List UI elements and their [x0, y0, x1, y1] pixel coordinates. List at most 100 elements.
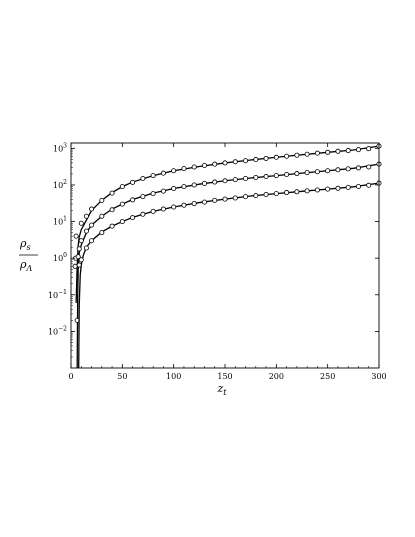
data-point [150, 173, 156, 179]
data-point [191, 182, 197, 188]
data-point [160, 170, 166, 176]
data-point [294, 189, 300, 195]
data-point [75, 254, 81, 260]
y-tick-label: 101 [53, 216, 67, 227]
data-point [263, 174, 269, 180]
data-point [294, 171, 300, 177]
axis-labels: zt ρs ρΛ [19, 237, 227, 397]
data-point [140, 211, 146, 217]
data-point [130, 197, 136, 203]
data-point [171, 186, 177, 192]
axes: 0 50 100 150 200 250 300 103 102 101 100 10−1 10−2 [48, 142, 387, 381]
series-line-2 [76, 163, 380, 369]
data-point [273, 173, 279, 179]
data-point [263, 155, 269, 161]
data-point [335, 148, 341, 154]
data-point [222, 160, 228, 166]
plot-area [72, 143, 382, 369]
series-line-3 [78, 182, 380, 369]
data-point [109, 223, 115, 229]
x-tick-label: 250 [320, 372, 335, 381]
x-tick-label: 200 [269, 372, 284, 381]
data-point [253, 193, 259, 199]
data-point [232, 195, 238, 201]
data-point [72, 263, 78, 269]
data-point [76, 246, 82, 252]
data-point [130, 215, 136, 221]
data-point [304, 151, 310, 157]
data-point [89, 238, 95, 244]
data-point [140, 194, 146, 200]
x-tick-label: 150 [217, 372, 232, 381]
y-axis-label-denominator: ρΛ [19, 258, 32, 273]
data-point [160, 206, 166, 212]
data-point [222, 178, 228, 184]
data-point [109, 207, 115, 213]
data-point [345, 148, 351, 154]
data-point [212, 179, 218, 185]
data-point [171, 204, 177, 210]
data-point [366, 182, 372, 188]
data-point [232, 177, 238, 183]
plot-frame [70, 142, 380, 369]
data-point [181, 202, 187, 208]
y-tick-label: 100 [53, 252, 67, 263]
data-point [314, 150, 320, 156]
data-point [171, 168, 177, 174]
data-point [212, 161, 218, 167]
data-point [222, 196, 228, 202]
data-point [304, 170, 310, 176]
data-point [83, 213, 89, 219]
x-tick-label: 0 [68, 372, 73, 381]
data-point [78, 220, 84, 226]
data-point [232, 159, 238, 165]
x-tick-label: 300 [371, 372, 386, 381]
data-point [99, 213, 105, 219]
data-point [181, 184, 187, 190]
data-point [78, 238, 84, 244]
data-point [181, 166, 187, 172]
data-point [335, 167, 341, 173]
data-point [345, 166, 351, 172]
data-point [119, 201, 125, 207]
data-point [273, 154, 279, 160]
y-tick-label: 10−1 [48, 289, 67, 300]
data-point [253, 157, 259, 163]
data-point [109, 190, 115, 196]
y-tick-label: 10−2 [48, 325, 67, 336]
data-point [243, 158, 249, 164]
x-axis-label: zt [216, 382, 227, 397]
data-point [212, 197, 218, 203]
data-point [119, 184, 125, 190]
data-point [355, 147, 361, 153]
data-point [119, 219, 125, 225]
data-point [243, 176, 249, 182]
data-point [325, 186, 331, 192]
x-tick-label: 50 [117, 372, 127, 381]
data-point [243, 194, 249, 200]
data-point [99, 230, 105, 236]
data-point [130, 179, 136, 185]
data-point [284, 153, 290, 159]
data-point [273, 191, 279, 197]
data-point [99, 197, 105, 203]
data-point [355, 183, 361, 189]
data-point [89, 222, 95, 228]
data-point [83, 228, 89, 234]
y-axis-label-numerator: ρs [19, 237, 31, 252]
data-point [201, 180, 207, 186]
data-point [160, 188, 166, 194]
data-point [140, 176, 146, 182]
data-point [325, 149, 331, 155]
data-point [284, 171, 290, 177]
data-point [253, 174, 259, 180]
data-point [345, 184, 351, 190]
data-point [335, 185, 341, 191]
data-point [83, 245, 89, 251]
data-point [325, 168, 331, 174]
data-point [150, 191, 156, 197]
data-point [150, 208, 156, 214]
data-point [314, 169, 320, 175]
data-point [89, 206, 95, 212]
data-point [366, 146, 372, 152]
